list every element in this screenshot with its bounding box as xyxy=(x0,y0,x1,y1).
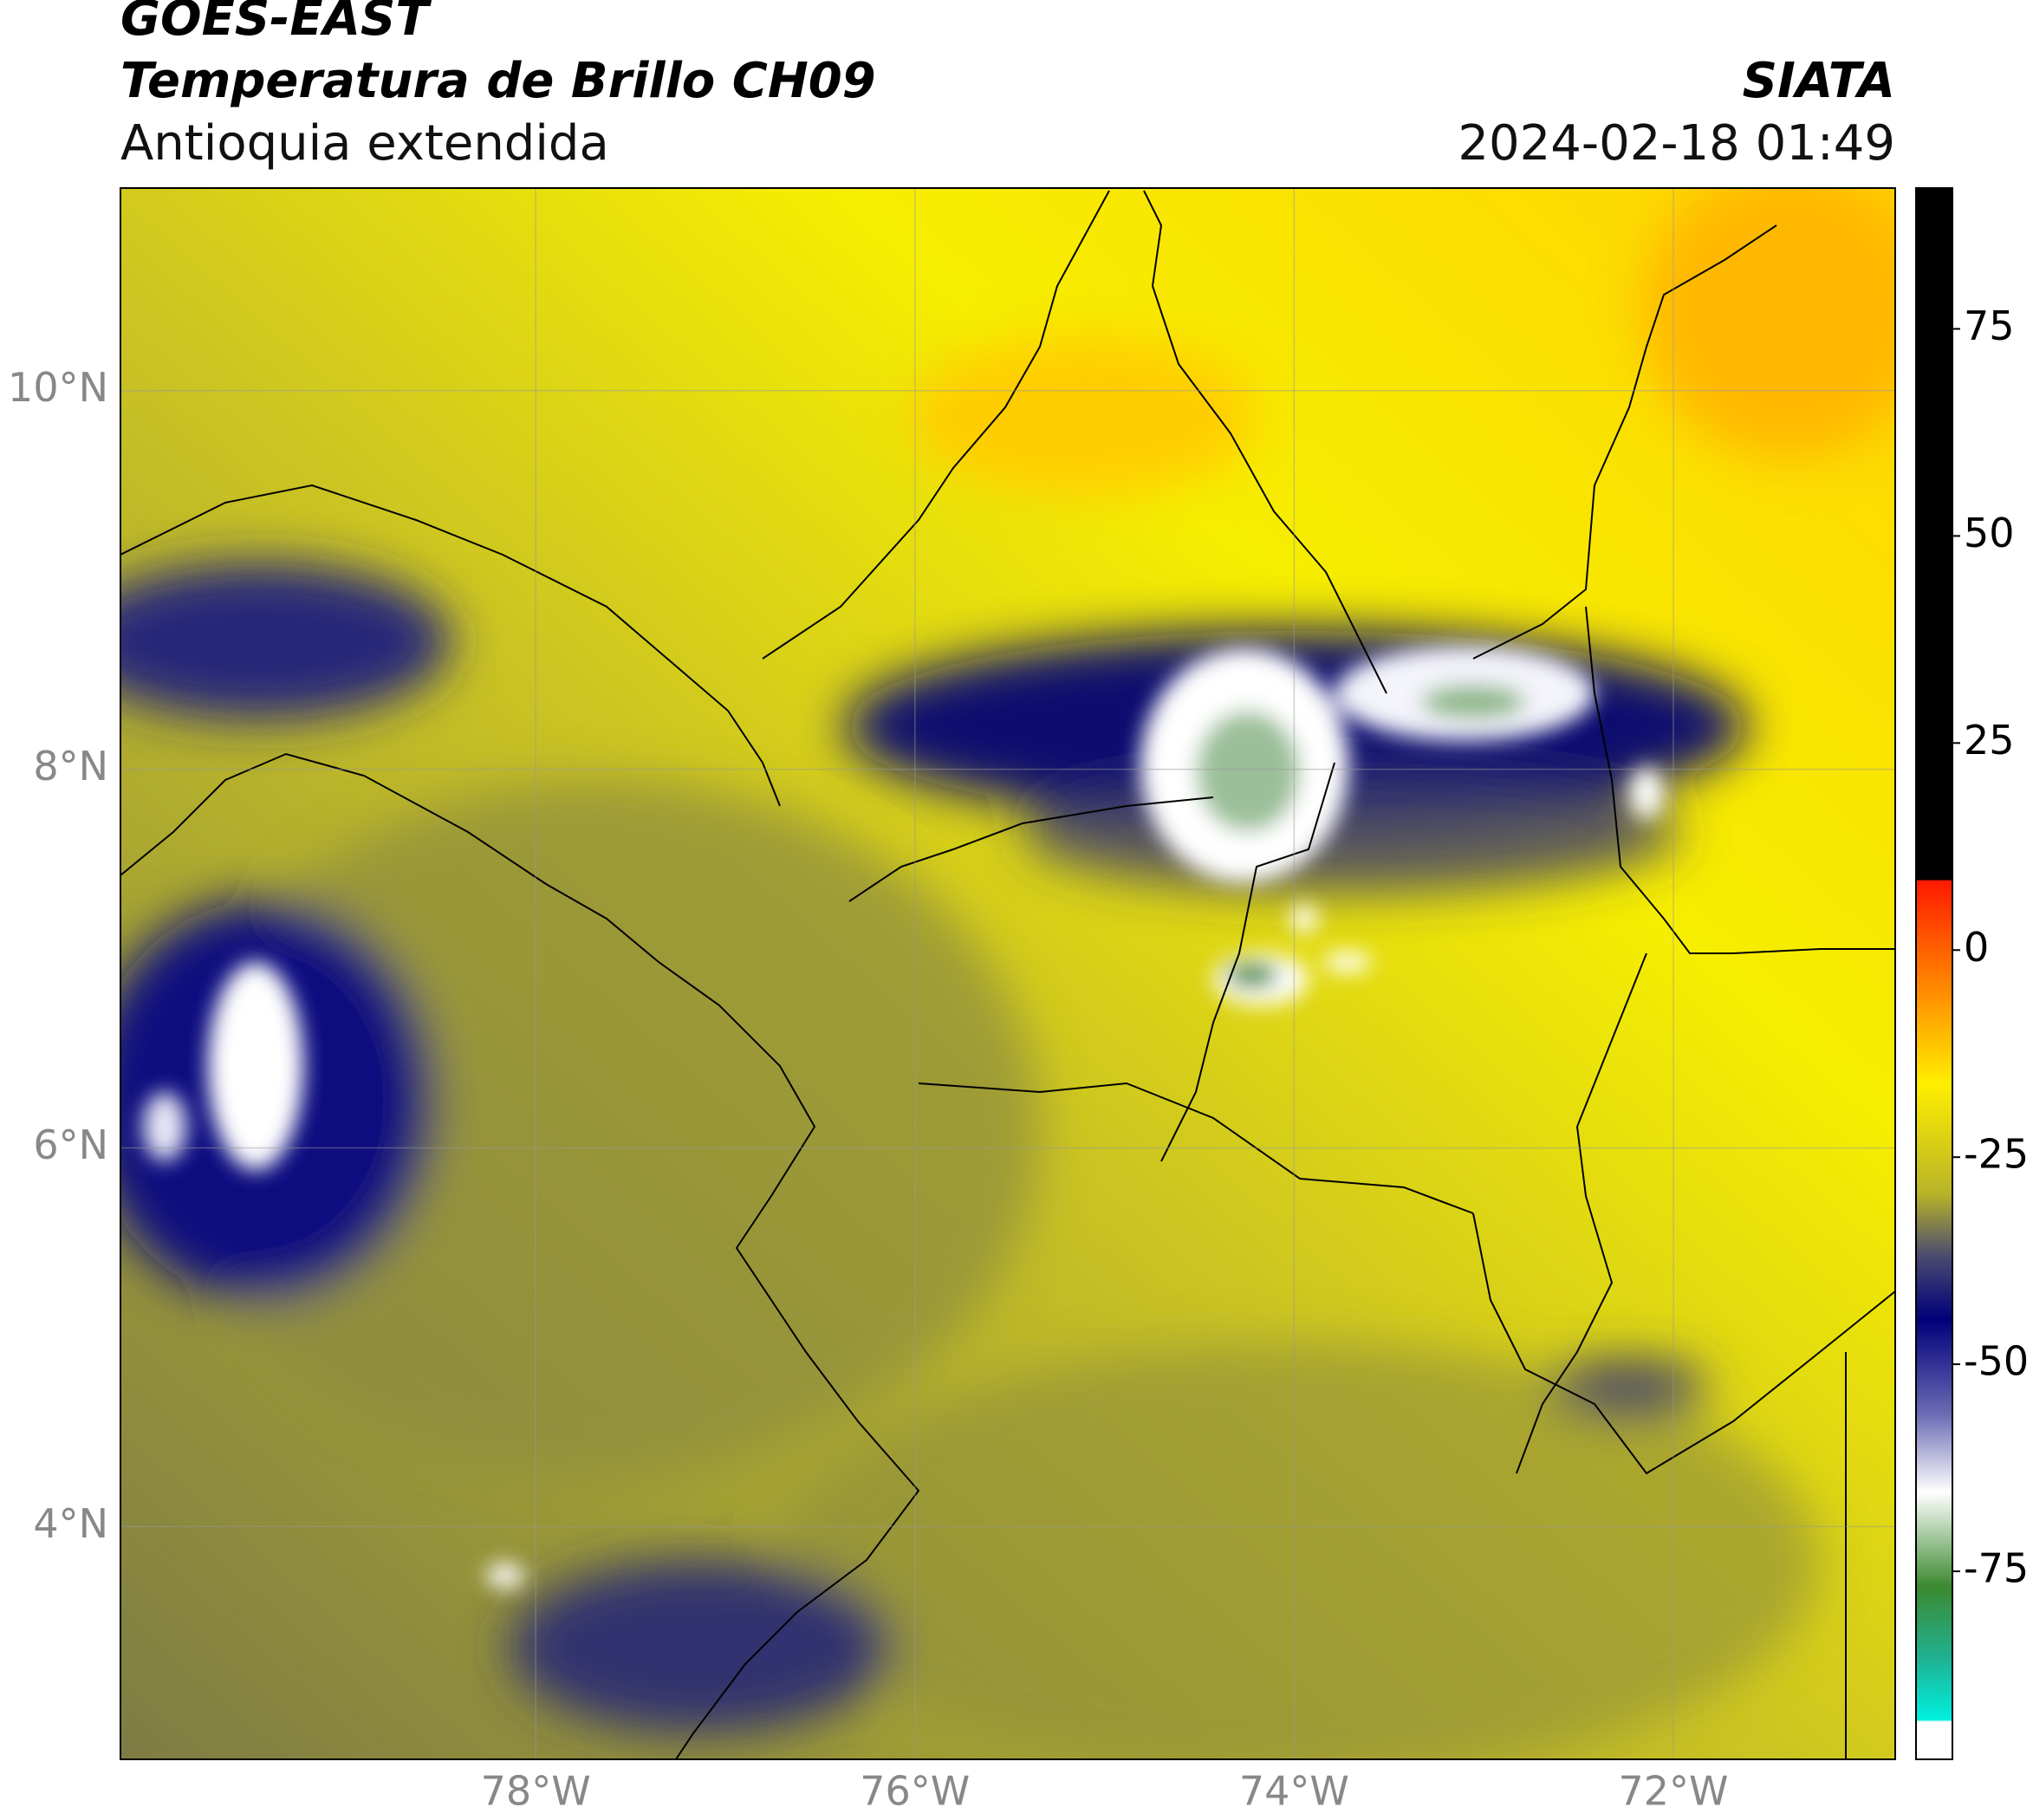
satellite-image xyxy=(120,188,1895,1759)
colorbar-tick-label: 25 xyxy=(1964,717,2015,764)
colorbar-tick-label: -75 xyxy=(1964,1545,2029,1592)
colorbar-tick-label: 50 xyxy=(1964,510,2015,556)
colorbar xyxy=(1915,187,1953,1760)
y-tick-label: 4°N xyxy=(33,1500,108,1547)
colorbar-tick-label: -50 xyxy=(1964,1338,2029,1385)
colorbar-tick-label: -25 xyxy=(1964,1131,2029,1178)
source: SIATA xyxy=(1743,53,1895,109)
colorbar-tick-label: 75 xyxy=(1964,302,2015,349)
region: Antioquia extendida xyxy=(120,115,609,172)
y-tick-label: 8°N xyxy=(33,743,108,790)
title: GOES-EAST xyxy=(120,0,432,47)
x-tick-label: 76°W xyxy=(860,1768,970,1815)
grid xyxy=(120,188,1895,1759)
colorbar-tick-label: 0 xyxy=(1964,924,1989,971)
x-tick-label: 72°W xyxy=(1618,1768,1728,1815)
map-frame xyxy=(120,187,1896,1760)
y-tick-label: 6°N xyxy=(33,1121,108,1168)
x-tick-label: 74°W xyxy=(1239,1768,1349,1815)
x-tick-label: 78°W xyxy=(481,1768,591,1815)
subtitle: Temperatura de Brillo CH09 xyxy=(120,53,876,109)
y-tick-label: 10°N xyxy=(8,364,108,411)
datetime: 2024-02-18 01:49 xyxy=(1458,115,1895,172)
labels: 78°W 76°W 74°W 72°W 4°N 6°N 8°N 10°N -75 -50 -25 0 2… xyxy=(8,302,2029,1815)
